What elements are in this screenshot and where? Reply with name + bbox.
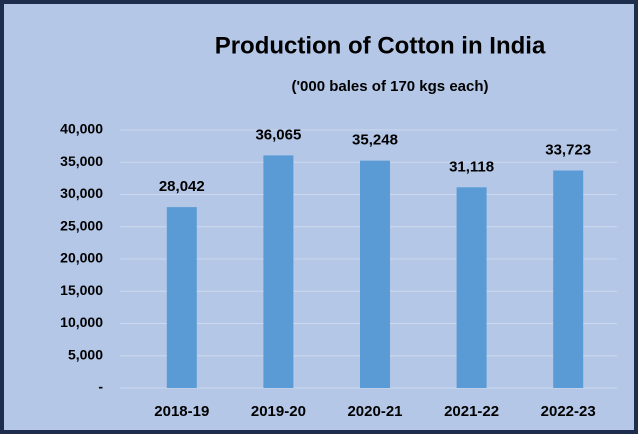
chart-title: Production of Cotton in India — [215, 32, 546, 59]
y-tick-label: 35,000 — [60, 153, 103, 169]
x-tick-label: 2019-20 — [251, 403, 306, 420]
x-tick-label: 2018-19 — [154, 403, 209, 420]
data-label: 35,248 — [352, 132, 398, 149]
y-tick-label: 25,000 — [60, 217, 103, 233]
y-tick-label: 5,000 — [68, 346, 103, 362]
y-tick-label: 15,000 — [60, 282, 103, 298]
data-label: 36,065 — [255, 126, 301, 143]
bar — [263, 155, 294, 388]
x-tick-label: 2021-22 — [444, 403, 499, 420]
bar — [553, 170, 584, 388]
data-label: 28,042 — [159, 178, 205, 195]
x-tick-label: 2020-21 — [347, 403, 402, 420]
y-tick-label: 30,000 — [60, 185, 103, 201]
chart-subtitle: ('000 bales of 170 kgs each) — [292, 78, 489, 95]
x-tick-label: 2022-23 — [541, 403, 596, 420]
y-tick-label: - — [98, 379, 103, 395]
bar — [360, 160, 390, 388]
data-label: 31,118 — [449, 158, 494, 175]
data-label: 33,723 — [545, 141, 591, 158]
bar — [456, 187, 487, 388]
y-tick-label: 40,000 — [60, 121, 103, 137]
y-tick-label: 20,000 — [60, 250, 103, 266]
bar — [166, 207, 197, 388]
y-tick-label: 10,000 — [60, 314, 103, 330]
